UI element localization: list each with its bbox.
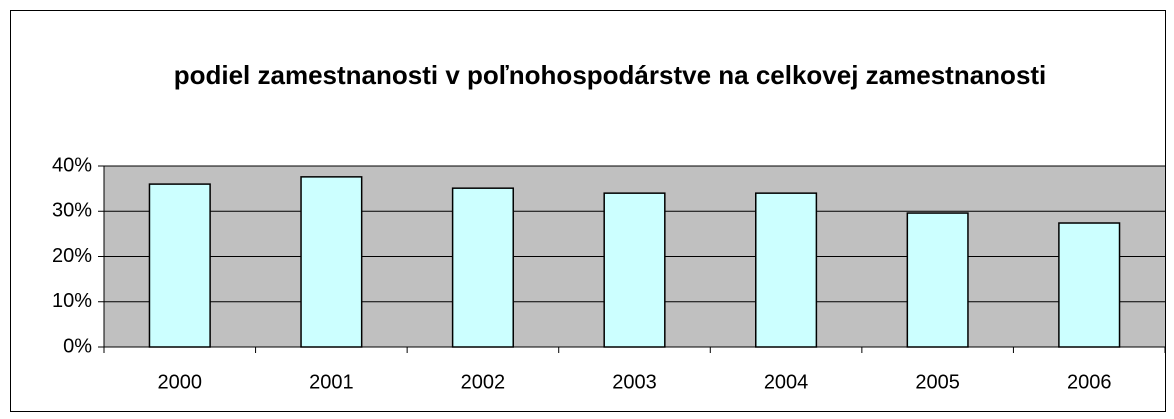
x-tick-label: 2004	[764, 371, 809, 393]
y-tick-label: 0%	[63, 335, 92, 357]
bar	[148, 183, 211, 348]
bar	[1058, 222, 1121, 348]
x-tick-label: 2003	[612, 371, 657, 393]
bar	[603, 192, 666, 348]
x-tick-label: 2005	[915, 371, 960, 393]
bar	[906, 212, 969, 348]
x-tick-label: 2000	[158, 371, 203, 393]
y-tick-label: 20%	[52, 245, 92, 267]
bar	[451, 187, 514, 348]
bar	[755, 192, 818, 348]
y-tick-label: 40%	[52, 154, 92, 176]
chart-title: podiel zamestnanosti v poľnohospodárstve…	[173, 60, 1047, 90]
x-tick-label: 2001	[309, 371, 354, 393]
x-tick-label: 2002	[461, 371, 506, 393]
y-tick-label: 30%	[52, 200, 92, 222]
bar	[300, 176, 363, 348]
y-tick-label: 10%	[52, 290, 92, 312]
x-tick-label: 2006	[1067, 371, 1112, 393]
